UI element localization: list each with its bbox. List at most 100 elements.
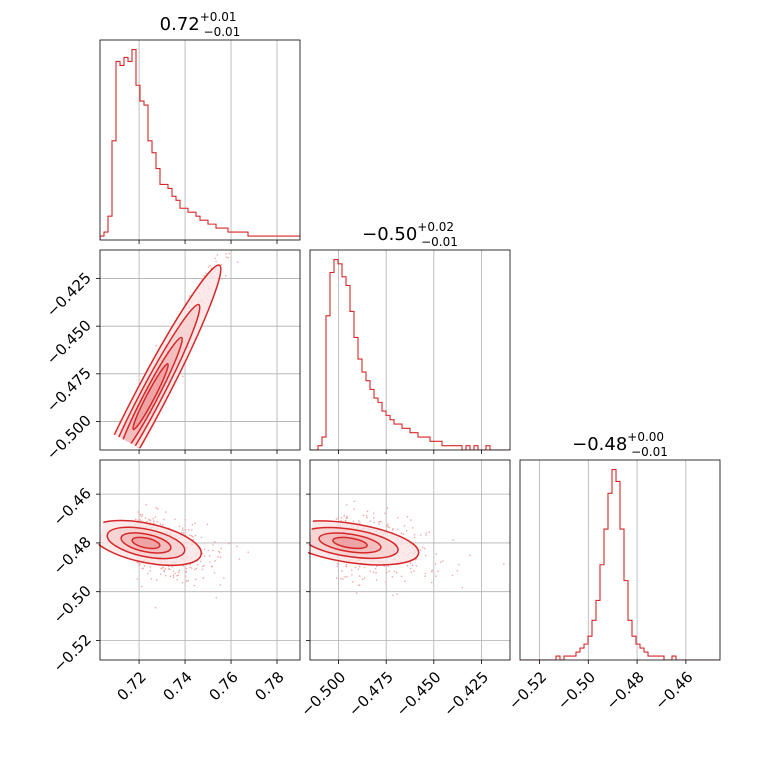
scatter-point [227, 256, 229, 259]
scatter-point [218, 551, 221, 554]
scatter-point [366, 510, 369, 513]
scatter-point [139, 514, 142, 516]
title-param-0-minus: −0.01 [204, 25, 241, 39]
scatter-point [345, 565, 347, 567]
scatter-point [442, 560, 444, 562]
scatter-point [396, 528, 399, 531]
scatter-point [373, 521, 376, 524]
scatter-point [353, 500, 356, 503]
scatter-point [375, 571, 377, 574]
scatter-point [150, 577, 153, 580]
scatter-point [178, 569, 181, 572]
scatter-point [207, 266, 210, 269]
scatter-point [215, 260, 217, 263]
scatter-point [171, 565, 174, 568]
y-tick-label: −0.50 [50, 582, 95, 627]
scatter-point [400, 532, 403, 534]
scatter-point [228, 252, 230, 255]
scatter-point [194, 534, 197, 537]
scatter-point [461, 586, 464, 589]
scatter-point [385, 571, 388, 574]
scatter-point [216, 254, 219, 256]
scatter-point [236, 545, 238, 548]
y-tick-label: −0.475 [43, 364, 95, 416]
scatter-point [146, 520, 148, 523]
scatter-point [201, 568, 204, 571]
title-param-0-value: 0.72 [160, 14, 200, 35]
scatter-point [225, 256, 228, 258]
scatter-point [395, 571, 398, 574]
scatter-point [358, 565, 361, 568]
scatter-point [144, 517, 147, 519]
scatter-point [181, 581, 184, 584]
scatter-point [336, 565, 339, 568]
scatter-point [138, 564, 140, 566]
title-param-2-minus: −0.01 [631, 445, 668, 459]
title-param-2-plus: +0.00 [627, 430, 664, 444]
panel-1-1 [309, 249, 511, 454]
title-param-1: −0.50+0.02 −0.01 [362, 220, 458, 249]
scatter-point [410, 571, 413, 574]
scatter-point [435, 575, 437, 577]
scatter-point [213, 572, 216, 574]
scatter-point [169, 575, 172, 578]
histogram-param-0 [100, 48, 300, 240]
scatter-point [190, 535, 193, 537]
scatter-point [440, 561, 442, 563]
scatter-point [366, 516, 368, 519]
scatter-point [430, 581, 433, 584]
scatter-point [214, 560, 216, 562]
scatter-point [428, 531, 431, 534]
scatter-point [228, 542, 230, 545]
scatter-point [164, 568, 166, 570]
scatter-point [373, 517, 375, 519]
scatter-point [352, 520, 355, 523]
scatter-point [188, 295, 191, 297]
y-tick-label: −0.450 [43, 316, 95, 368]
scatter-point [343, 515, 346, 517]
scatter-point [385, 581, 387, 584]
scatter-point [266, 172, 268, 174]
scatter-point [208, 554, 211, 557]
scatter-point [223, 577, 225, 579]
scatter-point [335, 577, 338, 579]
scatter-point [141, 515, 143, 518]
scatter-point [191, 523, 194, 526]
scatter-point [345, 563, 348, 566]
scatter-point [378, 523, 380, 526]
scatter-point [258, 214, 260, 216]
axes-frame [99, 39, 301, 241]
scatter-point [207, 549, 210, 552]
scatter-point [200, 536, 203, 539]
scatter-point [152, 517, 154, 520]
x-tick-label: 0.72 [113, 668, 149, 704]
scatter-point [344, 519, 347, 522]
scatter-point [136, 578, 139, 580]
contour-level-3 [131, 536, 161, 550]
scatter-point [374, 567, 377, 570]
scatter-point [346, 575, 348, 578]
scatter-point [185, 580, 188, 582]
scatter-point [391, 576, 394, 578]
scatter-point [203, 564, 205, 567]
scatter-point [350, 569, 353, 571]
scatter-point [218, 550, 220, 553]
scatter-point [221, 278, 223, 280]
scatter-point [182, 565, 185, 567]
scatter-point [155, 344, 158, 347]
scatter-point [172, 570, 175, 572]
y-tick-label: −0.52 [50, 631, 95, 676]
scatter-point [344, 576, 346, 578]
scatter-point [182, 529, 184, 531]
scatter-point [375, 565, 378, 568]
scatter-point [206, 523, 209, 526]
scatter-point [172, 576, 175, 579]
scatter-point [363, 577, 366, 579]
scatter-point [172, 574, 175, 577]
x-tick-label: −0.46 [651, 668, 696, 713]
axes-frame [309, 459, 511, 661]
x-tick-label: −0.475 [345, 668, 397, 720]
scatter-point [369, 570, 372, 572]
scatter-point [451, 574, 454, 577]
scatter-point [211, 565, 214, 568]
